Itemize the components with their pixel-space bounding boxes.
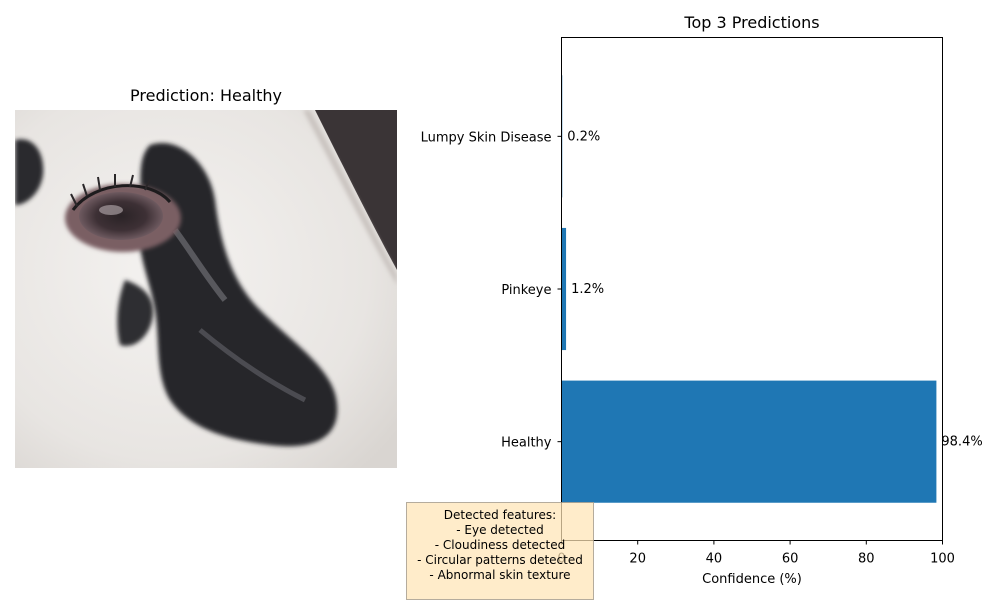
features-header: Detected features: xyxy=(443,508,557,522)
y-tick-label: Lumpy Skin Disease xyxy=(421,130,552,145)
value-label: 98.4% xyxy=(941,435,982,450)
x-tick-label: 100 xyxy=(930,552,955,567)
x-tick-label: 80 xyxy=(858,552,875,567)
bar-healthy xyxy=(561,380,937,503)
value-label: 1.2% xyxy=(571,282,604,297)
feature-item: - Eye detected xyxy=(456,523,544,537)
x-tick-label: 20 xyxy=(629,552,646,567)
feature-item: - Circular patterns detected xyxy=(417,553,583,567)
x-axis-label: Confidence (%) xyxy=(702,572,802,587)
prediction-title: Prediction: Healthy xyxy=(130,86,282,105)
chart-title: Top 3 Predictions xyxy=(684,13,820,32)
x-tick-label: 40 xyxy=(706,552,723,567)
bar-pinkeye xyxy=(561,227,567,351)
y-tick-label: Pinkeye xyxy=(501,283,551,298)
bars-layer xyxy=(561,75,937,503)
y-tick-label: Healthy xyxy=(501,436,552,451)
y-ticks: Healthy Pinkeye Lumpy Skin Disease xyxy=(421,130,562,451)
value-label: 0.2% xyxy=(567,129,600,144)
feature-item: - Cloudiness detected xyxy=(434,538,566,552)
feature-item: - Abnormal skin texture xyxy=(429,568,571,582)
detected-features-box: Detected features: - Eye detected - Clou… xyxy=(406,502,594,600)
value-labels: 98.4% 1.2% 0.2% xyxy=(567,129,982,449)
x-tick-label: 60 xyxy=(782,552,799,567)
cow-eye-image xyxy=(15,110,397,468)
x-ticks: 020406080100 xyxy=(557,540,955,567)
